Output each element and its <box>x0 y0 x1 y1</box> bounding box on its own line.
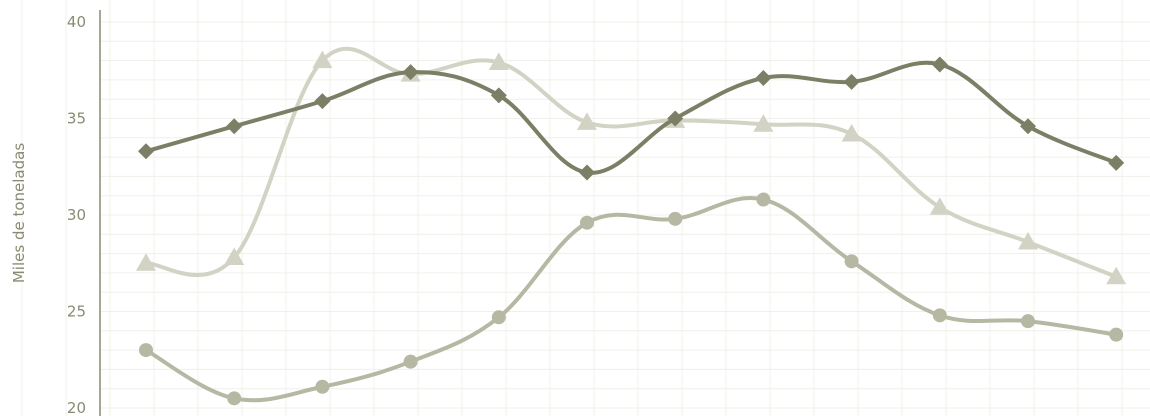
series-diamond <box>138 56 1125 181</box>
series-line <box>144 196 1119 403</box>
data-point-triangle <box>929 197 950 215</box>
data-point-circle <box>491 310 506 325</box>
y-tick-label: 30 <box>67 206 86 224</box>
data-point-triangle <box>224 247 245 265</box>
data-point-circle <box>227 391 242 406</box>
data-point-circle <box>756 192 771 207</box>
y-tick-label: 25 <box>67 303 86 321</box>
data-point-triangle <box>841 123 862 142</box>
data-point-diamond <box>931 56 948 73</box>
data-point-triangle <box>753 114 774 132</box>
data-point-circle <box>668 211 683 226</box>
data-point-diamond <box>843 73 860 90</box>
series-circle <box>139 192 1124 406</box>
data-point-triangle <box>312 50 333 69</box>
data-point-diamond <box>226 118 243 135</box>
data-point-triangle <box>1018 232 1038 250</box>
data-point-diamond <box>402 64 419 81</box>
y-tick-label: 20 <box>67 399 86 416</box>
y-tick-label: 40 <box>67 13 86 31</box>
data-point-diamond <box>667 110 684 127</box>
y-tick-label: 35 <box>67 110 86 128</box>
data-point-triangle <box>136 253 156 271</box>
data-point-circle <box>1021 314 1035 329</box>
data-point-circle <box>403 354 418 369</box>
data-point-circle <box>580 215 594 230</box>
data-point-diamond <box>1108 154 1125 171</box>
data-point-diamond <box>1020 118 1036 135</box>
data-point-circle <box>1109 327 1124 342</box>
data-point-triangle <box>577 112 597 130</box>
data-point-diamond <box>138 143 154 160</box>
data-point-circle <box>139 343 153 358</box>
y-axis-ticks: 20 25 30 35 40 <box>67 13 86 416</box>
y-axis-label: Miles de toneladas <box>10 143 28 283</box>
data-point-diamond <box>755 69 772 86</box>
data-point-diamond <box>490 87 507 104</box>
data-point-diamond <box>314 93 331 110</box>
data-point-triangle <box>1106 266 1127 285</box>
series-triangle <box>136 46 1127 285</box>
data-point-circle <box>932 308 947 323</box>
data-point-triangle <box>488 52 509 71</box>
data-point-diamond <box>579 164 595 181</box>
grid <box>21 0 1150 416</box>
series-group <box>136 46 1127 406</box>
data-point-circle <box>315 379 330 394</box>
data-point-circle <box>844 254 859 269</box>
